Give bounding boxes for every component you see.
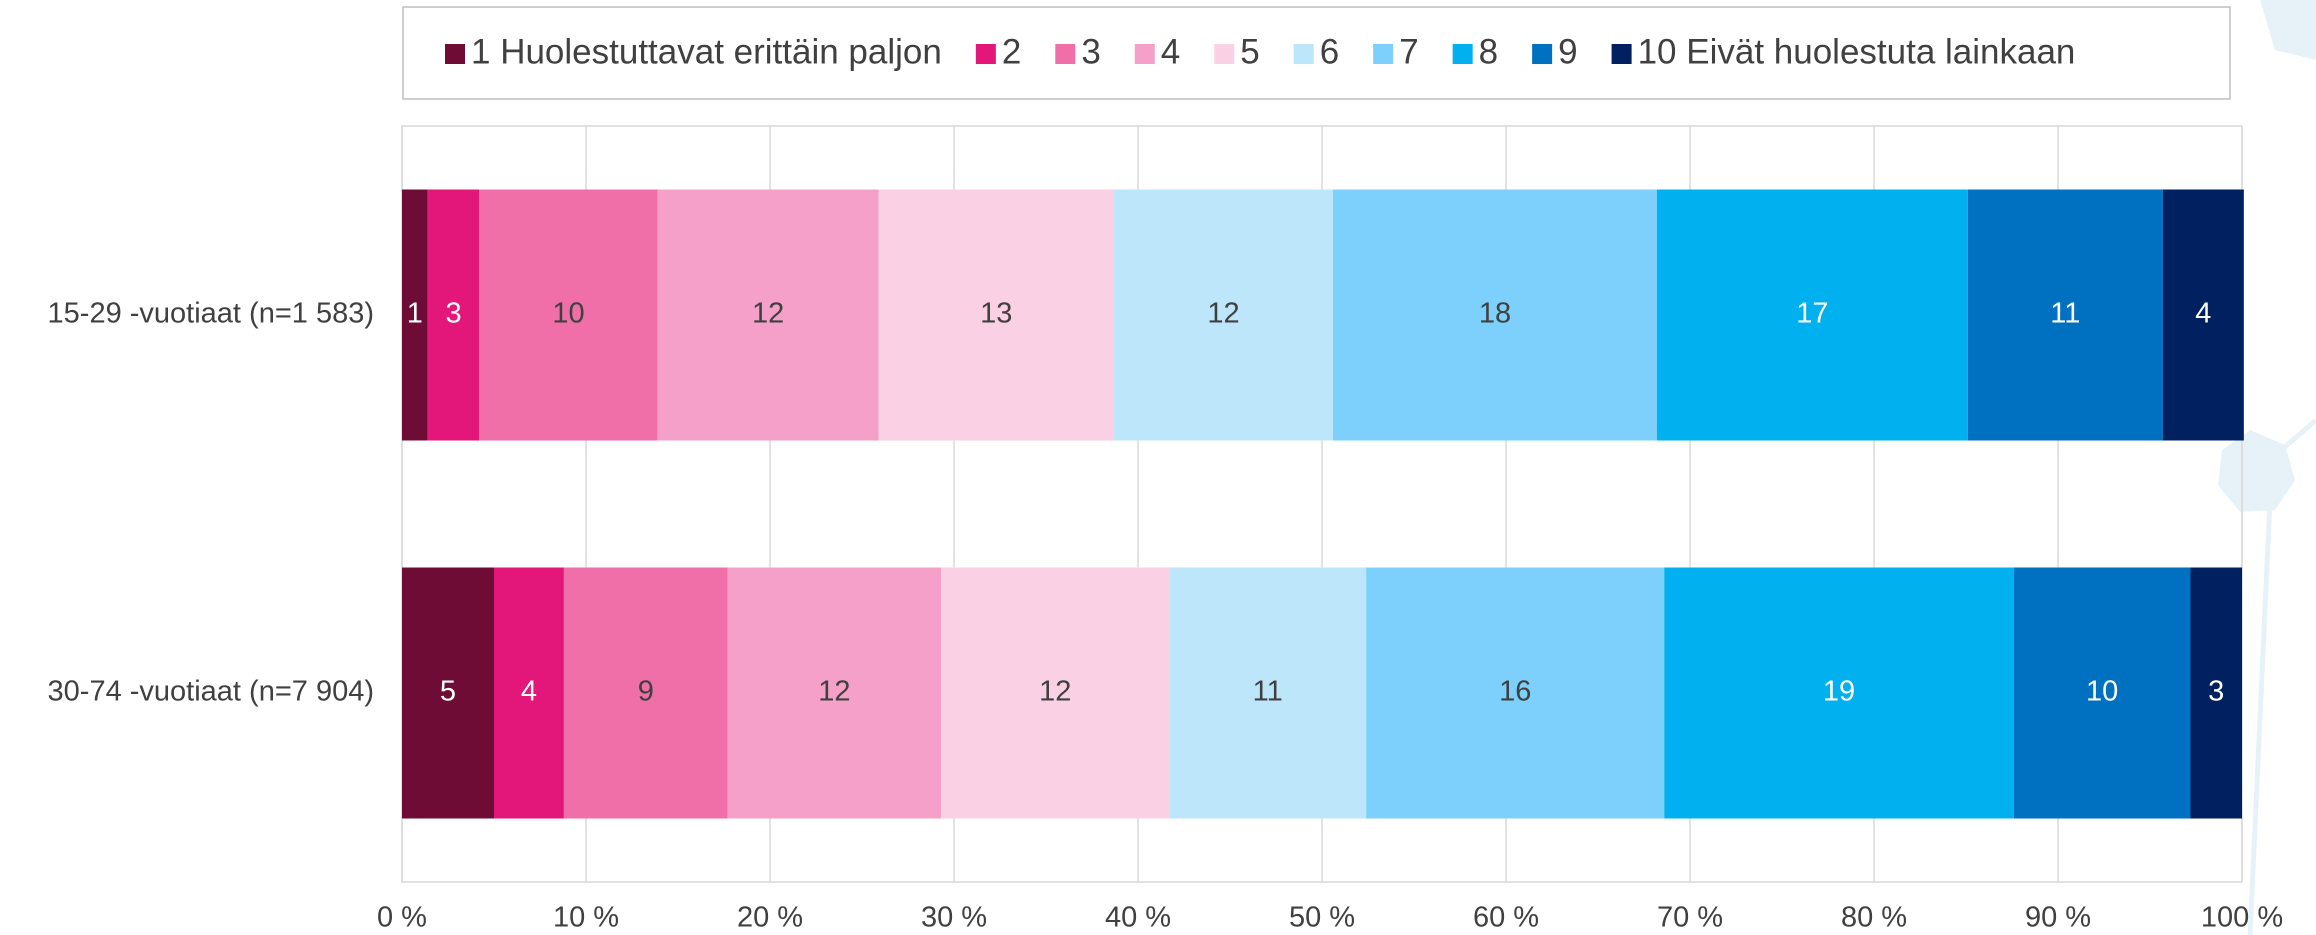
legend-label: 1 Huolestuttavat erittäin paljon [471,32,942,71]
x-tick-label: 80 % [1841,902,1907,934]
data-label: 10 [552,298,584,330]
legend-label: 9 [1558,32,1577,71]
bar-segment [427,189,480,441]
category-label: 30-74 -vuotiaat (n=7 904) [48,676,374,708]
legend-box [402,6,2231,100]
data-label: 3 [445,298,461,330]
legend-label: 6 [1320,32,1339,71]
category-label: 15-29 -vuotiaat (n=1 583) [48,298,374,330]
data-label: 4 [2195,298,2211,330]
legend-label: 10 Eivät huolestuta lainkaan [1638,32,2076,71]
x-tick-label: 70 % [1657,902,1723,934]
data-label: 12 [818,676,850,708]
legend-swatch [1055,44,1076,64]
x-tick-label: 40 % [1105,902,1171,934]
x-tick-label: 50 % [1289,902,1355,934]
x-tick-label: 90 % [2025,902,2091,934]
bar-segment [494,567,564,819]
bar-segment [941,567,1170,819]
data-label: 11 [1253,676,1283,708]
data-label: 1 [407,298,423,330]
data-label: 4 [521,676,537,708]
bar-segment [479,189,658,441]
data-label: 13 [980,298,1012,330]
data-label: 12 [752,298,784,330]
data-label: 11 [2050,298,2080,330]
bar-segment [1664,567,2014,819]
data-label: 3 [2208,676,2224,708]
data-label: 16 [1499,676,1531,708]
bar-segment [1366,567,1665,819]
bar-segment [2013,567,2191,819]
legend-swatch [1532,44,1553,64]
bar-segment [1656,189,1968,441]
x-tick-label: 0 % [377,902,427,934]
bar-segment [2162,189,2244,441]
legend-swatch [975,44,996,64]
legend-swatch [1452,44,1473,64]
legend-swatch [1373,44,1394,64]
legend-swatch [445,44,465,64]
x-tick-label: 10 % [553,902,619,934]
decoration [2218,0,2316,935]
legend-swatch [1611,44,1632,64]
data-label: 12 [1207,298,1239,330]
bar-segment [878,189,1115,441]
legend-label: 3 [1081,32,1100,71]
x-tick-label: 20 % [737,902,803,934]
bar-segment [1169,567,1367,819]
data-label: 17 [1796,298,1828,330]
legend-label: 2 [1002,32,1021,71]
bar-segment [402,189,428,441]
x-tick-label: 60 % [1473,902,1539,934]
legend-swatch [1134,44,1155,64]
legend-swatch [1293,44,1314,64]
legend-label: 8 [1479,32,1498,71]
legend-label: 7 [1399,32,1418,71]
bar-segment [1967,189,2163,441]
data-label: 19 [1823,676,1855,708]
bar-segment [563,567,728,819]
data-label: 10 [2086,676,2118,708]
legend-swatch [1214,44,1235,64]
data-label: 18 [1479,298,1511,330]
bar-segment [2190,567,2242,819]
legend-label: 5 [1240,32,1259,71]
x-tick-label: 30 % [921,902,987,934]
bar-segment [402,567,494,819]
data-label: 5 [440,676,456,708]
bar-segment [1333,189,1657,441]
data-label: 9 [638,676,654,708]
legend-label: 4 [1161,32,1180,71]
data-label: 12 [1039,676,1071,708]
x-tick-label: 100 % [2201,902,2283,934]
bar-segment [1114,189,1334,441]
bar-segment [727,567,942,819]
bar-segment [657,189,879,441]
